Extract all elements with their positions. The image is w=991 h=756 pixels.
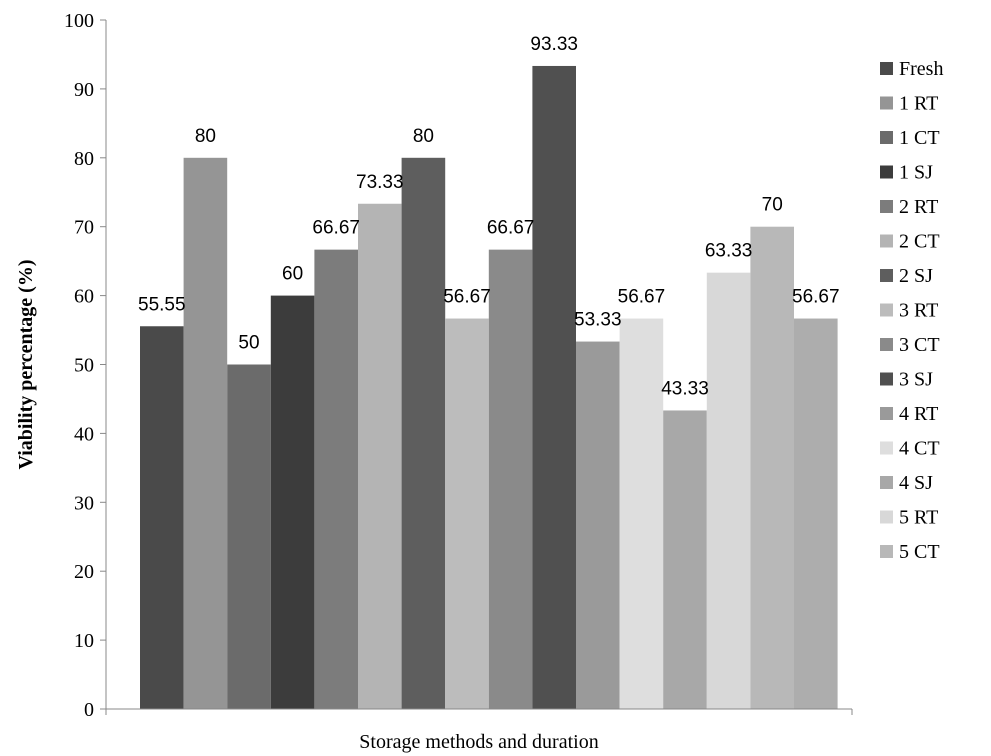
data-label-14: 70 [762, 195, 783, 216]
legend-swatch-8 [880, 338, 893, 351]
y-tick-label: 10 [74, 630, 94, 652]
legend-swatch-10 [880, 407, 893, 420]
y-tick-label: 90 [74, 79, 94, 101]
bar-9 [532, 65, 576, 709]
y-axis-title: Viability percentage (%) [15, 260, 37, 470]
y-tick-label: 80 [74, 148, 94, 170]
legend-swatch-6 [880, 269, 893, 282]
legend-label-3: 1 SJ [899, 162, 933, 184]
legend-label-11: 4 CT [899, 438, 940, 460]
legend-label-9: 3 SJ [899, 369, 933, 391]
legend-swatch-1 [880, 96, 893, 110]
bar-5 [358, 203, 402, 710]
data-label-11: 56.67 [618, 287, 666, 308]
legend-swatch-13 [880, 510, 893, 524]
legend-swatch-0 [880, 62, 893, 75]
data-label-13: 63.33 [705, 241, 753, 262]
bar-8 [488, 249, 533, 709]
data-label-10: 53.33 [574, 310, 622, 331]
data-label-1: 80 [195, 126, 216, 147]
legend-label-2: 1 CT [899, 127, 940, 149]
bar-3 [270, 295, 315, 709]
bar-2 [227, 364, 271, 709]
legend-swatch-5 [880, 234, 893, 248]
data-label-6: 80 [413, 126, 434, 147]
data-label-5: 73.33 [356, 172, 404, 193]
bar-10 [576, 341, 620, 709]
bar-0 [140, 326, 184, 709]
y-tick-label: 100 [64, 10, 94, 32]
legend-label-4: 2 RT [899, 196, 938, 218]
legend-label-13: 5 RT [899, 507, 938, 529]
data-label-15: 56.67 [792, 287, 840, 308]
legend-swatch-7 [880, 303, 893, 317]
bar-13 [706, 272, 751, 709]
y-tick-label: 70 [74, 217, 94, 239]
legend-label-10: 4 RT [899, 403, 938, 425]
bar-11 [619, 318, 664, 709]
legend-swatch-11 [880, 441, 893, 455]
data-label-3: 60 [282, 264, 303, 285]
legend: Fresh 1 RT 1 CT 1 SJ 2 RT 2 CT 2 SJ 3 RT 3 CT 3 S… [880, 58, 943, 563]
legend-swatch-12 [880, 476, 893, 489]
data-labels-group: 55.55 80 50 60 66.67 73.33 80 56.67 66.67 93.33 53… [138, 34, 840, 400]
legend-swatch-4 [880, 200, 893, 213]
legend-label-1: 1 RT [899, 93, 938, 115]
y-tick-label: 20 [74, 561, 94, 583]
data-label-12: 43.33 [661, 378, 709, 399]
legend-swatch-2 [880, 131, 893, 144]
data-label-8: 66.67 [487, 218, 535, 239]
legend-label-14: 5 CT [899, 541, 940, 563]
bar-7 [445, 318, 489, 709]
bar-4 [314, 249, 358, 709]
legend-label-7: 3 RT [899, 300, 938, 322]
data-label-0: 55.55 [138, 294, 186, 315]
y-tick-label: 50 [74, 355, 94, 377]
legend-label-5: 2 CT [899, 231, 940, 253]
data-label-7: 56.67 [443, 287, 491, 308]
data-label-4: 66.67 [312, 218, 360, 239]
data-label-2: 50 [238, 333, 259, 354]
legend-label-12: 4 SJ [899, 472, 933, 494]
bar-1 [183, 157, 228, 710]
data-label-9: 93.33 [530, 34, 578, 55]
legend-label-8: 3 CT [899, 334, 940, 356]
legend-swatch-3 [880, 165, 893, 179]
legend-swatch-14 [880, 545, 893, 558]
bar-15 [794, 318, 838, 709]
bar-6 [401, 157, 446, 710]
y-tick-label: 60 [74, 286, 94, 308]
y-tick-label: 40 [74, 423, 94, 445]
x-axis-title: Storage methods and duration [359, 731, 598, 753]
legend-swatch-9 [880, 372, 893, 386]
bar-14 [750, 226, 794, 709]
y-tick-label: 30 [74, 492, 94, 514]
legend-label-0: Fresh [899, 58, 943, 80]
y-axis-ticks: 0 10 20 30 40 50 60 70 80 90 100 [64, 10, 853, 721]
y-tick-label: 0 [84, 699, 94, 721]
legend-label-6: 2 SJ [899, 265, 933, 287]
bar-12 [663, 410, 707, 709]
bars-group [140, 65, 838, 710]
